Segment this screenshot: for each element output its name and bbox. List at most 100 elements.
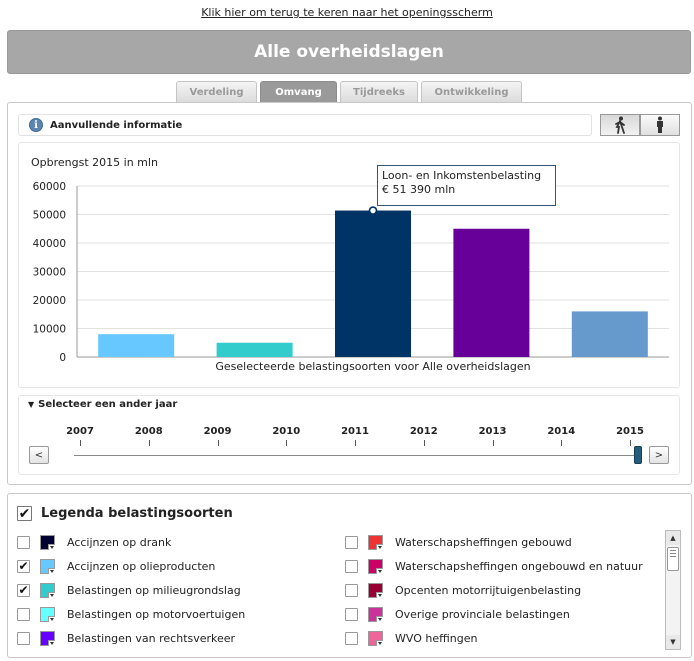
legend-item: Opcenten motorrijtuigenbelasting bbox=[345, 578, 643, 602]
legend-column-right: Waterschapsheffingen gebouwd Waterschapsh… bbox=[345, 530, 643, 650]
color-picker-swatch[interactable] bbox=[368, 630, 383, 646]
scroll-thumb[interactable] bbox=[667, 547, 679, 571]
year-tick bbox=[424, 440, 425, 446]
tooltip-value: € 51 390 mln bbox=[382, 183, 455, 196]
color-picker-swatch[interactable] bbox=[40, 582, 55, 598]
color-picker-swatch[interactable] bbox=[40, 606, 55, 622]
legend-checkbox[interactable]: ✔ bbox=[17, 559, 30, 573]
y-tick-label: 60000 bbox=[33, 181, 66, 193]
year-selector-toggle[interactable]: ▼ Selecteer een ander jaar bbox=[28, 399, 177, 410]
next-year-button[interactable]: > bbox=[649, 446, 669, 464]
color-picker-swatch[interactable] bbox=[40, 630, 55, 646]
legend-item-label: Accijnzen op drank bbox=[67, 535, 172, 549]
legend-checkbox[interactable] bbox=[345, 535, 358, 549]
chart-bar[interactable] bbox=[335, 210, 411, 357]
standing-person-icon bbox=[657, 116, 663, 133]
previous-year-button[interactable]: < bbox=[29, 446, 49, 464]
legend-item-label: Belastingen van rechtsverkeer bbox=[67, 631, 236, 645]
tab-verdeling[interactable]: Verdeling bbox=[176, 81, 257, 102]
color-picker-swatch[interactable] bbox=[368, 606, 383, 622]
walking-person-icon bbox=[615, 116, 625, 134]
year-label[interactable]: 2011 bbox=[341, 426, 369, 437]
year-tick bbox=[149, 440, 150, 446]
scroll-down-button[interactable]: ▼ bbox=[666, 635, 680, 649]
legend-item-label: WVO heffingen bbox=[395, 631, 478, 645]
legend-checkbox[interactable] bbox=[345, 559, 358, 573]
year-label[interactable]: 2012 bbox=[409, 426, 438, 437]
legend-checkbox[interactable] bbox=[345, 607, 358, 621]
view-toggle bbox=[600, 114, 680, 136]
y-tick-label: 20000 bbox=[33, 295, 66, 307]
year-label[interactable]: 2009 bbox=[203, 426, 232, 437]
legend-checkbox[interactable] bbox=[345, 583, 358, 597]
legend-checkbox[interactable]: ✔ bbox=[17, 583, 30, 597]
y-tick-label: 40000 bbox=[33, 238, 66, 250]
dropdown-arrow-icon bbox=[378, 569, 382, 573]
legend-item: Belastingen op motorvoertuigen bbox=[17, 602, 245, 626]
year-label[interactable]: 2008 bbox=[134, 426, 163, 437]
year-slider-track[interactable] bbox=[74, 455, 640, 456]
y-tick-label: 30000 bbox=[33, 267, 66, 279]
chart-panel: Opbrengst 2015 in mln 0 10000 20000 30000 400… bbox=[18, 142, 680, 388]
color-picker-swatch[interactable] bbox=[368, 534, 383, 550]
legend-checkbox[interactable] bbox=[17, 535, 30, 549]
chart-bar[interactable] bbox=[98, 334, 175, 357]
legend-checkbox[interactable] bbox=[345, 631, 358, 645]
year-tick bbox=[218, 440, 219, 446]
year-label[interactable]: 2015 bbox=[616, 426, 644, 437]
color-picker-swatch[interactable] bbox=[40, 558, 55, 574]
year-panel bbox=[18, 395, 680, 475]
year-selector-label: Selecteer een ander jaar bbox=[38, 399, 178, 410]
walking-person-button[interactable] bbox=[600, 114, 640, 136]
y-tick-label: 0 bbox=[59, 352, 66, 364]
legend-checkbox[interactable] bbox=[17, 631, 30, 645]
legend-item-label: Opcenten motorrijtuigenbelasting bbox=[395, 583, 582, 597]
legend-item: Belastingen van rechtsverkeer bbox=[17, 626, 245, 650]
legend-header: ✔ Legenda belastingsoorten bbox=[17, 506, 233, 521]
tooltip-box bbox=[377, 165, 556, 206]
chart-bar[interactable] bbox=[216, 342, 293, 357]
legend-item: ✔ Belastingen op milieugrondslag bbox=[17, 578, 245, 602]
chart-bar[interactable] bbox=[453, 228, 530, 357]
chart-bar[interactable] bbox=[571, 311, 648, 357]
dropdown-arrow-icon bbox=[378, 641, 382, 645]
tab-ontwikkeling[interactable]: Ontwikkeling bbox=[421, 81, 522, 102]
legend-panel bbox=[7, 493, 692, 658]
year-label[interactable]: 2013 bbox=[478, 426, 507, 437]
legend-checkbox[interactable] bbox=[17, 607, 30, 621]
info-label: Aanvullende informatie bbox=[50, 119, 183, 131]
year-tick bbox=[286, 440, 287, 446]
tooltip-marker bbox=[368, 206, 378, 215]
dropdown-arrow-icon bbox=[378, 617, 382, 621]
info-toggle[interactable]: i Aanvullende informatie bbox=[18, 114, 592, 136]
x-axis-label: Geselecteerde belastingsoorten voor Alle… bbox=[215, 360, 530, 373]
legend-item-label: Accijnzen op olieproducten bbox=[67, 559, 216, 573]
back-to-start-link[interactable]: Klik hier om terug te keren naar het ope… bbox=[201, 6, 493, 19]
standing-person-button[interactable] bbox=[640, 114, 680, 136]
color-picker-swatch[interactable] bbox=[40, 534, 55, 550]
tab-omvang[interactable]: Omvang bbox=[260, 81, 337, 102]
dropdown-arrow-icon bbox=[378, 545, 382, 549]
color-picker-swatch[interactable] bbox=[368, 582, 383, 598]
tooltip-label: Loon- en Inkomstenbelasting bbox=[382, 169, 541, 182]
bar-chart: Opbrengst 2015 in mln 0 10000 20000 30000 400… bbox=[31, 156, 669, 373]
legend-item-label: Waterschapsheffingen ongebouwd en natuur bbox=[395, 559, 643, 573]
scroll-up-button[interactable]: ▲ bbox=[666, 531, 680, 545]
y-tick-label: 10000 bbox=[33, 324, 66, 336]
year-label[interactable]: 2014 bbox=[547, 426, 576, 437]
legend-item: Accijnzen op drank bbox=[17, 530, 245, 554]
legend-all-checkbox[interactable]: ✔ bbox=[17, 505, 32, 522]
year-tick bbox=[80, 440, 81, 446]
chart-title: Opbrengst 2015 in mln bbox=[31, 156, 158, 169]
dropdown-arrow-icon bbox=[50, 593, 54, 597]
year-label[interactable]: 2007 bbox=[66, 426, 94, 437]
color-picker-swatch[interactable] bbox=[368, 558, 383, 574]
legend-title: Legenda belastingsoorten bbox=[41, 506, 233, 521]
year-slider-thumb[interactable] bbox=[634, 446, 642, 464]
dropdown-arrow-icon bbox=[378, 593, 382, 597]
legend-column-left: Accijnzen op drank ✔ Accijnzen op olieprod… bbox=[17, 530, 245, 650]
year-label[interactable]: 2010 bbox=[272, 426, 301, 437]
legend-item: Waterschapsheffingen gebouwd bbox=[345, 530, 643, 554]
tab-tijdreeks[interactable]: Tijdreeks bbox=[340, 81, 418, 102]
legend-scrollbar[interactable]: ▲ ▼ bbox=[665, 530, 681, 650]
